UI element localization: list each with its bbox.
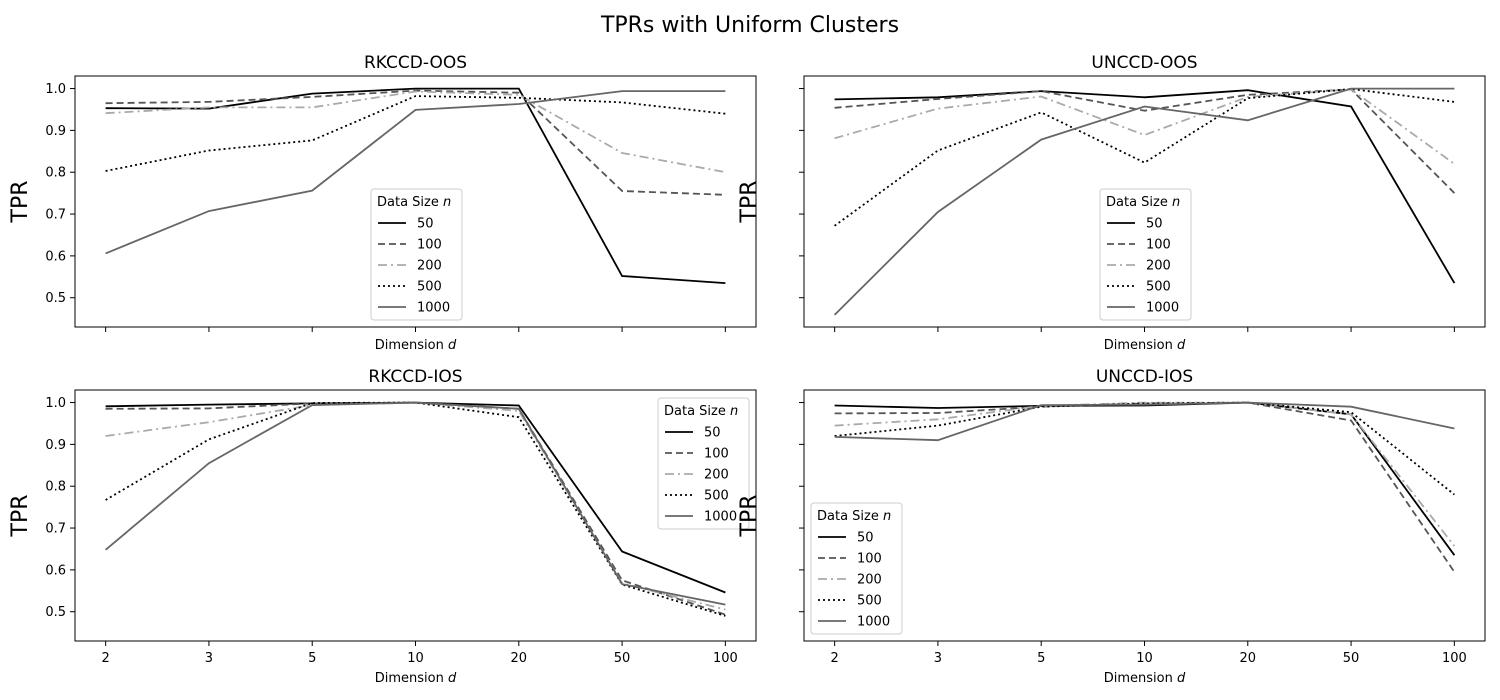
x-tick-label: 100 — [713, 651, 738, 666]
legend-entry-1000: 1000 — [1146, 301, 1179, 316]
legend-title: Data Size n — [664, 404, 738, 419]
series-line-50 — [834, 401, 1456, 556]
x-axis-label: Dimension d — [375, 338, 457, 353]
x-tick-label: 3 — [205, 651, 213, 666]
legend-entry-500: 500 — [857, 594, 882, 609]
legend-box — [810, 502, 903, 635]
legend-entry-200: 200 — [704, 468, 729, 483]
legend: Data Size n 50 100 200 500 1000 — [657, 397, 750, 530]
series-line-1000 — [834, 401, 1455, 442]
legend-entry-1000: 1000 — [417, 301, 450, 316]
legend-entry-100: 100 — [857, 552, 882, 567]
legend-entry-200: 200 — [417, 259, 442, 274]
series-line-1000 — [833, 87, 1455, 316]
x-tick-label: 20 — [1240, 651, 1257, 666]
y-tick-label: 0.5 — [45, 605, 66, 620]
legend: Data Size n 50 100 200 500 1000 — [370, 188, 463, 321]
legend-box — [1099, 188, 1192, 321]
y-tick-label: 0.9 — [45, 438, 66, 453]
series-line-500 — [834, 401, 1455, 496]
series-line-200 — [834, 401, 1456, 547]
y-tick-label: 0.5 — [45, 291, 66, 306]
series-line-200 — [105, 401, 726, 611]
legend-entry-50: 50 — [417, 217, 434, 232]
series-line-1000 — [105, 401, 726, 606]
y-tick-label: 0.6 — [45, 563, 66, 578]
legend-entry-500: 500 — [704, 489, 729, 504]
y-axis-label: TPR — [737, 495, 762, 538]
x-tick-label: 2 — [831, 651, 839, 666]
y-tick-label: 0.7 — [45, 208, 66, 223]
y-axis-label: TPR — [737, 181, 762, 224]
series-line-100 — [105, 89, 726, 196]
x-tick-label: 5 — [1037, 651, 1045, 666]
legend-box — [657, 397, 750, 530]
panel-rkccd-ios: RKCCD-IOS 2 3 5 10 20 50 100 0.5 0.6 0.7 0.8 0.9 1.0 D… — [8, 367, 757, 686]
x-axis-label: Dimension d — [1104, 671, 1186, 686]
y-tick-label: 0.6 — [45, 249, 66, 264]
series-line-100 — [105, 401, 726, 616]
legend-entry-200: 200 — [857, 573, 882, 588]
legend-entry-100: 100 — [1146, 238, 1171, 253]
legend-entry-500: 500 — [1146, 280, 1171, 295]
subplot-title: UNCCD-OOS — [1091, 53, 1197, 73]
y-tick-label: 0.8 — [45, 166, 66, 181]
legend-title: Data Size n — [817, 509, 891, 524]
legend-entry-50: 50 — [704, 426, 721, 441]
legend-entry-100: 100 — [704, 447, 729, 462]
x-tick-label: 10 — [1136, 651, 1153, 666]
axes-frame — [74, 389, 757, 642]
x-tick-label: 2 — [102, 651, 110, 666]
x-tick-label: 50 — [1343, 651, 1360, 666]
x-tick-label: 50 — [614, 651, 631, 666]
y-axis-label: TPR — [8, 181, 33, 224]
series-line-100 — [834, 88, 1456, 194]
chart-panels: RKCCD-OOS 0.5 0.6 0.7 0.8 0.9 1.0 Dimension d TP… — [8, 53, 1486, 686]
y-tick-label: 0.8 — [45, 480, 66, 495]
series-line-50 — [105, 87, 726, 284]
legend-entry-50: 50 — [1146, 217, 1163, 232]
x-tick-label: 20 — [511, 651, 528, 666]
legend: Data Size n 50 100 200 500 1000 — [1099, 188, 1192, 321]
legend-title: Data Size n — [1106, 195, 1180, 210]
series-line-1000 — [105, 90, 726, 255]
panel-rkccd-oos: RKCCD-OOS 0.5 0.6 0.7 0.8 0.9 1.0 Dimension d TP… — [8, 53, 757, 353]
legend-entry-50: 50 — [857, 531, 874, 546]
y-tick-label: 1.0 — [45, 396, 66, 411]
legend-entry-100: 100 — [417, 238, 442, 253]
y-tick-label: 1.0 — [45, 82, 66, 97]
legend-entry-1000: 1000 — [704, 510, 737, 525]
legend-box — [370, 188, 463, 321]
figure-title: TPRs with Uniform Clusters — [600, 13, 899, 38]
legend: Data Size n 50 100 200 500 1000 — [810, 502, 903, 635]
series-line-200 — [105, 90, 726, 174]
x-tick-label: 100 — [1442, 651, 1467, 666]
series-line-50 — [834, 89, 1456, 284]
series-line-500 — [105, 95, 726, 172]
subplot-title: RKCCD-OOS — [364, 53, 467, 73]
axes-frame — [803, 389, 1486, 642]
series-line-500 — [105, 401, 726, 617]
subplot-title: RKCCD-IOS — [368, 367, 462, 387]
series-line-50 — [105, 401, 726, 594]
x-tick-label: 3 — [934, 651, 942, 666]
subplot-title: UNCCD-IOS — [1096, 367, 1193, 387]
legend-title: Data Size n — [377, 195, 451, 210]
y-tick-label: 0.9 — [45, 124, 66, 139]
legend-entry-200: 200 — [1146, 259, 1171, 274]
x-tick-label: 10 — [407, 651, 424, 666]
legend-entry-1000: 1000 — [857, 615, 890, 630]
y-axis-label: TPR — [8, 495, 33, 538]
panel-unccd-oos: UNCCD-OOS Dimension d TPR Data Size n 50 100 2… — [737, 53, 1486, 353]
x-axis-label: Dimension d — [1104, 338, 1186, 353]
y-tick-label: 0.7 — [45, 522, 66, 537]
x-axis-label: Dimension d — [375, 671, 457, 686]
panel-unccd-ios: UNCCD-IOS 2 3 5 10 20 50 100 Dimension d TPR Data … — [737, 367, 1486, 686]
x-tick-label: 5 — [308, 651, 316, 666]
legend-entry-500: 500 — [417, 280, 442, 295]
